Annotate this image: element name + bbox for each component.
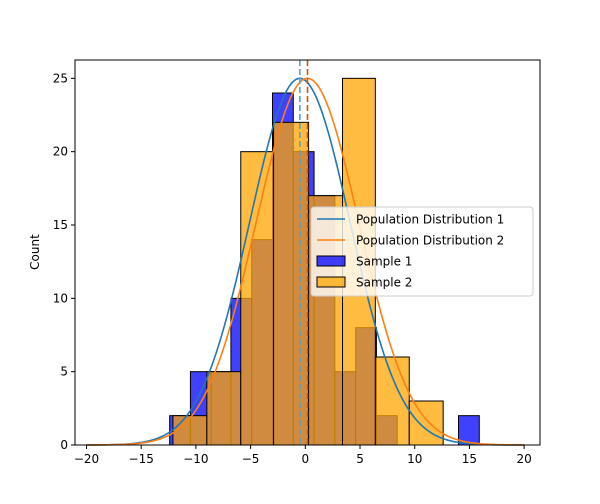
sample-2-bar (240, 151, 275, 446)
x-tick-label: 10 (407, 452, 422, 466)
y-tick-label: 5 (60, 365, 68, 379)
sample-2-bar (273, 121, 310, 446)
curves-layer (86, 77, 525, 446)
plot-frame (74, 59, 541, 446)
legend-label: Sample 2 (356, 276, 412, 290)
x-tick-label: −5 (242, 452, 260, 466)
y-tick-label: 25 (53, 71, 68, 85)
y-axis: 0 5 10 15 20 25 (53, 71, 75, 452)
x-tick-label: 20 (516, 452, 531, 466)
sample-2-bar (206, 371, 242, 446)
legend-label: Population Distribution 1 (356, 213, 504, 227)
y-axis-label: Count (28, 234, 42, 270)
x-tick-label: −20 (74, 452, 99, 466)
population-distribution-1-curve (86, 77, 525, 446)
mean-lines-layer (299, 60, 309, 445)
y-tick-label: 15 (53, 218, 68, 232)
sample-2-bar (408, 400, 444, 446)
y-tick-label: 10 (53, 291, 68, 305)
x-tick-label: −10 (183, 452, 208, 466)
legend-label: Population Distribution 2 (356, 234, 504, 248)
x-tick-label: 15 (462, 452, 477, 466)
population-distribution-2-curve (86, 77, 525, 446)
legend-label: Sample 1 (356, 255, 412, 269)
legend-patch-swatch (316, 255, 346, 267)
x-tick-label: 5 (356, 452, 364, 466)
x-tick-label: −15 (129, 452, 154, 466)
x-tick-label: 0 (301, 452, 309, 466)
x-axis: −20 −15 −10 −5 0 5 10 15 20 (74, 445, 532, 466)
legend-box (310, 206, 534, 297)
sample-2-bar (374, 356, 410, 446)
y-tick-label: 20 (53, 145, 68, 159)
y-tick-label: 0 (60, 438, 68, 452)
legend: Population Distribution 1 Population Dist… (310, 206, 534, 297)
legend-patch-swatch (316, 276, 346, 288)
